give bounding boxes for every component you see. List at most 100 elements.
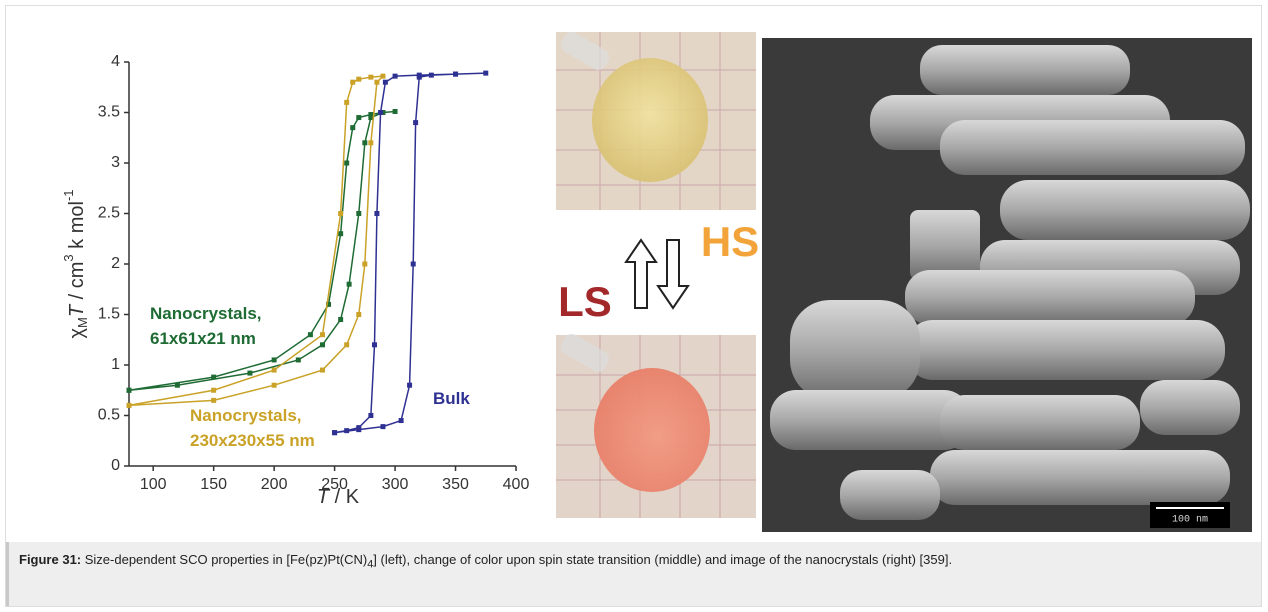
data-point [368, 115, 374, 121]
y-tick-label: 3.5 [98, 104, 120, 121]
series-label-line: 61x61x21 nm [150, 329, 256, 348]
data-point [368, 112, 374, 118]
caption-label: Figure 31: [19, 552, 82, 567]
data-point [320, 367, 325, 373]
data-point [344, 160, 350, 166]
data-point [374, 211, 380, 216]
data-point [338, 231, 344, 237]
figure-frame [5, 5, 1262, 607]
data-point [271, 357, 277, 363]
caption: Figure 31: Size-dependent SCO properties… [6, 542, 1261, 606]
sem-image: 100 nm [762, 38, 1252, 532]
data-point [350, 79, 356, 85]
y-axis-label: χMT / cm3 k mol-1 [61, 189, 90, 338]
y-label-symbol: χ [66, 328, 88, 339]
data-point [326, 301, 332, 307]
series-label-line: Nanocrystals, [190, 406, 302, 425]
y-tick-label: 2.5 [98, 205, 120, 222]
x-tick-label: 150 [200, 476, 227, 493]
data-point [378, 110, 384, 115]
x-tick-label: 350 [442, 476, 469, 493]
x-label-unit: / K [329, 486, 360, 508]
series-label-line: Bulk [433, 389, 470, 408]
y-label-sup2: -1 [61, 189, 76, 201]
data-point [428, 72, 434, 78]
data-point [338, 317, 344, 323]
series-line [128, 75, 385, 407]
series-label: Nanocrystals, 61x61x21 nm [150, 304, 262, 348]
x-tick-label: 200 [261, 476, 288, 493]
data-point [346, 281, 352, 287]
data-point [295, 357, 301, 363]
data-point [174, 382, 180, 388]
photo-bottom [556, 333, 756, 518]
ls-label: LS [558, 278, 612, 325]
series-line [334, 72, 486, 434]
data-point [271, 382, 277, 388]
y-label-sub: M [75, 317, 90, 328]
data-point [410, 261, 416, 267]
data-point [356, 115, 362, 121]
data-point [356, 425, 362, 431]
y-label-unit-rest: k mol [66, 201, 88, 254]
data-point [271, 367, 277, 373]
y-label-sup: 3 [61, 254, 76, 261]
data-point [332, 430, 338, 436]
x-tick-label: 300 [382, 476, 409, 493]
data-point [356, 211, 362, 216]
data-point [398, 418, 404, 424]
data-point [350, 125, 356, 131]
data-point [368, 413, 374, 418]
data-point [392, 73, 398, 79]
figure: HS LS 100 nm T / K χMT / cm3 k mol-1 00.… [61, 31, 1252, 532]
y-tick-label: 0.5 [98, 407, 120, 424]
data-point [211, 387, 217, 393]
scale-bar-label: 100 nm [1172, 515, 1208, 526]
data-point [211, 374, 217, 380]
data-point [247, 370, 253, 376]
data-point [392, 108, 398, 114]
x-tick-label: 400 [503, 476, 530, 493]
data-point [344, 428, 350, 434]
data-point [211, 397, 217, 403]
arrows [624, 238, 690, 310]
y-label-variable: T [66, 303, 88, 317]
data-point [372, 342, 378, 348]
data-point [344, 99, 350, 105]
y-tick-label: 3 [111, 154, 120, 171]
data-point [382, 79, 388, 85]
data-point [407, 382, 413, 388]
data-point [356, 76, 362, 82]
data-point [338, 211, 344, 216]
x-tick-label: 100 [140, 476, 167, 493]
data-point [126, 402, 132, 408]
data-point [356, 312, 362, 317]
data-point [380, 73, 386, 79]
y-tick-label: 2 [111, 255, 120, 272]
data-point [344, 342, 350, 348]
data-point [320, 342, 325, 348]
x-tick-label: 250 [321, 476, 348, 493]
y-tick-label: 1 [111, 356, 120, 373]
hs-label: HS [701, 218, 759, 265]
x-label-variable: T [317, 486, 331, 508]
data-point [413, 120, 419, 126]
y-tick-label: 4 [111, 53, 120, 70]
y-tick-label: 0 [111, 457, 120, 474]
y-label-unit: / cm [66, 262, 88, 305]
x-axis-label: T / K [317, 486, 360, 508]
y-tick-label: 1.5 [98, 306, 120, 323]
caption-rest: ] (left), change of color upon spin stat… [373, 552, 953, 567]
data-point [368, 140, 374, 146]
data-point [380, 424, 386, 430]
series-label-line: 230x230x55 nm [190, 431, 315, 450]
data-point [368, 74, 374, 80]
data-point [362, 261, 368, 267]
caption-text: Size-dependent SCO properties in [Fe(pz)… [81, 552, 368, 567]
caption-sub: 4 [367, 558, 374, 571]
data-point [126, 387, 132, 393]
data-point [374, 79, 380, 85]
series-label: Nanocrystals, 230x230x55 nm [190, 406, 315, 450]
data-point [416, 72, 422, 78]
data-point [320, 332, 325, 338]
